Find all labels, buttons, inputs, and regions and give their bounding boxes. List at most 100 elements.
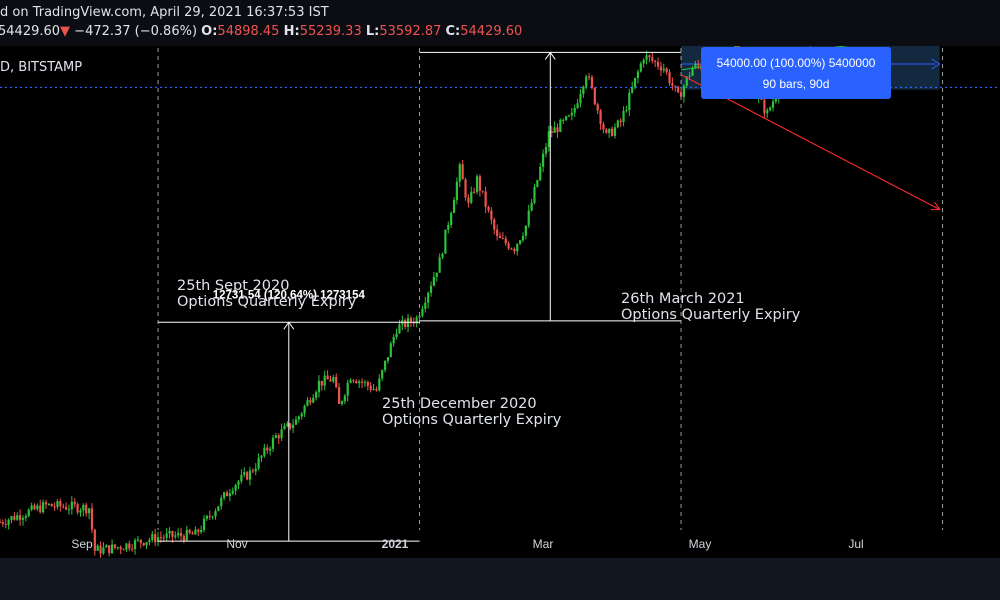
candle-body — [478, 176, 481, 191]
candle-body — [567, 115, 571, 117]
down-arrow-icon: ▼ — [60, 24, 71, 39]
range-measure-tooltip — [701, 47, 892, 99]
candle-body — [197, 529, 200, 533]
low-label: L: — [365, 24, 380, 39]
candle-body — [237, 481, 240, 486]
candle-body — [294, 419, 298, 425]
open-value: 54898.45 — [217, 24, 280, 39]
candle-body — [636, 71, 640, 78]
candle-body — [228, 493, 231, 497]
candle-body — [395, 333, 398, 337]
candle-body — [205, 515, 208, 519]
candle-body — [286, 423, 289, 426]
candle-body — [234, 485, 237, 491]
candle-body — [27, 509, 30, 517]
candle-body — [429, 285, 433, 293]
expiry-label-text-1: Options Quarterly Expiry — [177, 294, 357, 310]
candle-body — [501, 238, 504, 240]
candle-body — [263, 447, 266, 456]
candle-body — [622, 111, 625, 123]
candle-body — [340, 401, 344, 404]
candle-body — [171, 531, 174, 537]
candle-body — [441, 253, 444, 258]
candle-body — [39, 505, 42, 513]
candle-body — [458, 164, 461, 182]
candle-body — [116, 547, 119, 549]
candle-body — [633, 77, 637, 88]
candle-body — [654, 60, 657, 62]
candle-body — [139, 539, 142, 543]
candle-body — [496, 229, 499, 236]
candle-body — [62, 506, 65, 508]
candle-body — [427, 292, 430, 303]
candle-body — [240, 474, 243, 482]
price-change: −472.37 (−0.86%) — [74, 24, 198, 39]
candle-body — [346, 382, 349, 396]
candle-body — [570, 112, 573, 116]
candle-body — [7, 519, 10, 525]
candle-body — [593, 87, 596, 105]
candle-body — [418, 315, 421, 318]
candle-body — [355, 381, 358, 384]
candle-body — [248, 470, 252, 480]
candle-body — [154, 534, 157, 543]
candle-body — [610, 128, 614, 136]
candle-body — [24, 516, 27, 518]
candle-body — [369, 385, 372, 390]
candle-body — [151, 534, 154, 540]
candle-body — [56, 501, 59, 507]
candle-body — [389, 343, 392, 358]
candle-body — [70, 501, 73, 510]
candle-body — [343, 395, 346, 402]
close-label: C: — [445, 24, 461, 39]
candle-body — [246, 472, 249, 480]
expiry-label-text-2: Options Quarterly Expiry — [382, 412, 562, 428]
candle-body — [438, 257, 441, 273]
candle-body — [53, 506, 56, 508]
candle-body — [421, 308, 424, 316]
x-tick-label: 2021 — [382, 537, 409, 551]
candle-body — [19, 515, 22, 520]
candle-body — [67, 509, 71, 511]
candle-body — [524, 225, 527, 236]
candle-body — [590, 77, 594, 88]
candle-body — [352, 380, 355, 382]
candle-body — [108, 545, 111, 554]
candle-body — [386, 357, 390, 361]
candle-body — [771, 101, 775, 108]
candle-body — [191, 533, 194, 535]
candle-body — [564, 116, 568, 120]
candle-body — [363, 381, 367, 383]
candle-body — [404, 320, 407, 327]
candle-body — [254, 468, 257, 472]
candle-body — [30, 505, 33, 510]
candle-body — [677, 86, 680, 93]
candle-body — [358, 381, 361, 384]
range-measure-label-1: 54000.00 (100.00%) 5400000 — [717, 56, 876, 70]
candle-body — [82, 504, 85, 511]
candle-body — [582, 86, 585, 95]
candle-body — [645, 55, 648, 60]
candle-body — [87, 508, 91, 514]
candle-body — [312, 397, 315, 403]
candle-body — [231, 490, 234, 494]
candle-body — [602, 124, 605, 130]
candle-body — [668, 72, 671, 84]
candle-body — [335, 376, 338, 388]
candle-body — [47, 503, 50, 505]
open-label: O: — [201, 24, 218, 39]
candle-body — [90, 508, 94, 530]
candle-body — [651, 57, 654, 61]
high-label: H: — [283, 24, 300, 39]
expiry-label-date-3: 26th March 2021 — [621, 291, 745, 307]
expiry-label-date-1: 25th Sept 2020 — [177, 278, 289, 294]
candle-body — [596, 104, 599, 111]
candle-body — [444, 229, 447, 254]
candle-body — [447, 224, 450, 230]
candle-body — [185, 529, 188, 541]
expiry-label-text-3: Options Quarterly Expiry — [621, 307, 801, 323]
candle-body — [605, 129, 608, 133]
candle-body — [452, 200, 456, 213]
candle-body — [697, 63, 700, 66]
